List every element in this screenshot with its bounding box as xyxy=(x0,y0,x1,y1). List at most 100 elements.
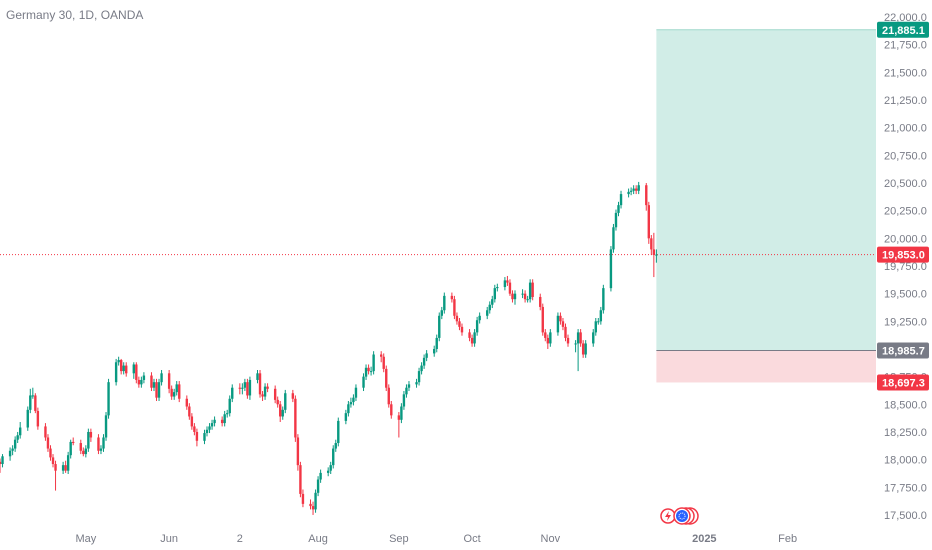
x-tick-label: Nov xyxy=(541,533,561,545)
y-tick-label: 21,000.0 xyxy=(884,123,927,135)
candle-body xyxy=(18,427,22,436)
candle-body xyxy=(104,415,108,438)
candle-body xyxy=(97,437,100,451)
candle-body xyxy=(478,315,481,321)
candle-body xyxy=(544,332,547,338)
candle-body xyxy=(470,337,474,344)
candle-body xyxy=(220,419,224,424)
candle-body xyxy=(420,365,423,372)
candle-body xyxy=(64,465,67,471)
candle-body xyxy=(142,375,146,380)
candle-body xyxy=(390,404,393,416)
candle-body xyxy=(87,431,90,449)
candle-body xyxy=(417,371,421,383)
x-tick-label: Sep xyxy=(389,533,409,545)
candle-body xyxy=(26,409,29,428)
candle-body xyxy=(566,337,570,344)
candle-body xyxy=(559,315,562,322)
y-tick-label: 21,250.0 xyxy=(884,95,927,107)
candle-body xyxy=(541,306,544,333)
y-tick-label: 17,750.0 xyxy=(884,482,927,494)
candle-body xyxy=(155,382,158,398)
last-price-tag: 19,853.0 xyxy=(882,250,925,262)
candle-body xyxy=(185,398,189,407)
candle-body xyxy=(650,238,653,250)
candle-body xyxy=(352,397,355,403)
y-tick-label: 18,250.0 xyxy=(884,427,927,439)
candle-body xyxy=(208,426,211,430)
candle-body xyxy=(486,310,489,316)
candle-body xyxy=(135,364,138,380)
x-tick-label: Aug xyxy=(308,533,328,545)
candle-body xyxy=(619,194,623,206)
candle-body xyxy=(1,456,4,465)
candle-body xyxy=(107,382,110,416)
candle-body xyxy=(609,249,613,289)
candle-body xyxy=(438,315,441,338)
candle-body xyxy=(387,387,390,405)
candle-body xyxy=(316,479,320,493)
candle-body xyxy=(458,321,461,327)
candle-body xyxy=(140,379,143,385)
candle-body xyxy=(188,406,191,417)
candle-body xyxy=(190,416,194,427)
candle-body xyxy=(299,465,302,494)
candle-body xyxy=(506,280,509,283)
candle-body xyxy=(576,332,580,344)
y-tick-label: 22,000.0 xyxy=(884,12,927,24)
candle-body xyxy=(319,472,322,480)
candle-body xyxy=(549,332,552,344)
candle-body xyxy=(193,426,196,432)
candle-body xyxy=(334,443,337,449)
candle-body xyxy=(54,464,57,471)
candle-body xyxy=(291,393,295,399)
candle-body xyxy=(597,321,600,323)
candle-body xyxy=(564,326,567,338)
candle-body xyxy=(511,293,514,300)
candle-body xyxy=(422,357,426,366)
candle-body xyxy=(157,382,161,398)
candle-body xyxy=(443,295,446,311)
candle-body xyxy=(329,465,332,471)
candle-body xyxy=(539,296,542,307)
candle-body xyxy=(36,410,40,427)
candle-body xyxy=(385,368,388,388)
candle-body xyxy=(440,310,443,316)
candle-body xyxy=(645,185,648,206)
candle-body xyxy=(528,282,532,300)
candle-body xyxy=(223,414,226,424)
candle-body xyxy=(627,191,630,195)
candle-body xyxy=(205,429,209,434)
candle-body xyxy=(263,386,267,397)
candle-body xyxy=(301,493,305,504)
candle-body xyxy=(491,299,494,305)
y-tick-label: 18,000.0 xyxy=(884,455,927,467)
candle-body xyxy=(256,373,259,380)
entry-price-tag: 18,985.7 xyxy=(882,346,925,358)
candle-body xyxy=(210,423,214,427)
candle-body xyxy=(523,293,527,300)
candle-body xyxy=(167,373,171,389)
candle-body xyxy=(13,439,17,449)
candle-body xyxy=(132,364,135,374)
candle-body xyxy=(561,321,565,327)
candle-body xyxy=(332,448,335,466)
candle-body xyxy=(51,457,55,465)
candle-body xyxy=(526,299,529,301)
candle-body xyxy=(150,375,153,388)
candle-body xyxy=(238,387,242,389)
stop-price-tag-bg xyxy=(877,374,929,391)
candle-body xyxy=(170,388,173,397)
candle-body xyxy=(281,409,284,417)
candle-body xyxy=(433,348,436,354)
stop-price-tag: 18,697.3 xyxy=(882,377,925,389)
candle-body xyxy=(632,188,635,191)
candle-body xyxy=(508,282,512,294)
candle-body xyxy=(531,282,534,297)
entry-price-tag-bg xyxy=(877,342,929,359)
earnings-dot-icon xyxy=(678,512,686,520)
candle-body xyxy=(258,373,262,395)
candle-body xyxy=(397,415,401,420)
